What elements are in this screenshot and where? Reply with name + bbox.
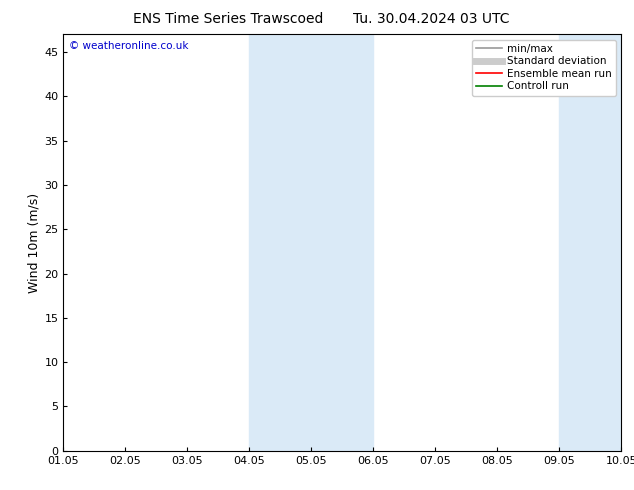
Text: © weatheronline.co.uk: © weatheronline.co.uk bbox=[69, 41, 188, 50]
Text: ENS Time Series Trawscoed: ENS Time Series Trawscoed bbox=[133, 12, 323, 26]
Text: Tu. 30.04.2024 03 UTC: Tu. 30.04.2024 03 UTC bbox=[353, 12, 509, 26]
Bar bbox=[559, 34, 634, 451]
Legend: min/max, Standard deviation, Ensemble mean run, Controll run: min/max, Standard deviation, Ensemble me… bbox=[472, 40, 616, 96]
Y-axis label: Wind 10m (m/s): Wind 10m (m/s) bbox=[27, 193, 40, 293]
Bar bbox=[249, 34, 373, 451]
